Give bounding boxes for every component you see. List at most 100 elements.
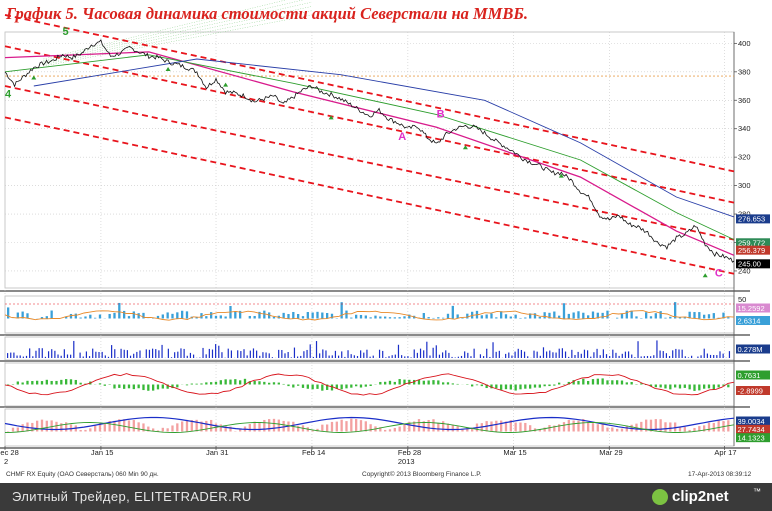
- volume-bar: [22, 356, 24, 358]
- footer-bar: Элитный Трейдер, ELITETRADER.RU clip2net…: [0, 483, 772, 511]
- volume-bar: [189, 352, 192, 358]
- volume-bar: [123, 349, 125, 358]
- oscillator-bar: [727, 317, 730, 319]
- histogram-bar: [606, 380, 609, 385]
- subpanel-value-label-bg: [736, 303, 770, 313]
- volume-bar: [284, 353, 286, 358]
- oscillator-bar: [674, 302, 677, 319]
- volume-bar: [423, 350, 425, 358]
- histogram-bar: [553, 384, 556, 386]
- histogram-bar: [630, 381, 633, 385]
- y-tick-label: 300: [738, 181, 751, 190]
- oscillator-bar: [606, 310, 609, 319]
- right-value-label-bg: [736, 238, 770, 248]
- oscillator-bar: [698, 312, 701, 319]
- oscillator-bar: [616, 317, 619, 319]
- trend-channel-line: [4, 116, 735, 275]
- oscillator-bar: [185, 311, 189, 319]
- volume-bar: [16, 355, 18, 358]
- volume-bar: [397, 344, 400, 358]
- histogram-bar: [693, 384, 696, 391]
- histogram-bar: [427, 380, 430, 385]
- dmi-fill-bar: [359, 420, 363, 432]
- dmi-fill-bar: [649, 419, 653, 432]
- volume-bar: [139, 350, 141, 358]
- volume-bar: [29, 348, 31, 358]
- dmi-fill-bar: [277, 419, 280, 432]
- oscillator-bar: [127, 316, 131, 319]
- dmi-fill-bar: [558, 424, 561, 432]
- oscillator-bar: [480, 315, 483, 319]
- volume-bar: [372, 355, 374, 358]
- dmi-fill-bar: [712, 422, 715, 432]
- volume-bar: [227, 348, 229, 358]
- volume-bar: [240, 351, 242, 358]
- volume-bar: [303, 351, 305, 358]
- histogram-bar: [432, 380, 435, 385]
- volume-bar: [306, 349, 308, 358]
- dmi-fill-bar: [340, 419, 343, 432]
- histogram-bar: [190, 383, 193, 385]
- volume-bar: [262, 352, 264, 358]
- histogram-bar: [69, 379, 73, 385]
- volume-bar: [716, 355, 718, 358]
- volume-bar: [47, 351, 50, 358]
- wave-label: C: [715, 268, 723, 280]
- volume-bar: [265, 352, 267, 358]
- y-tick-label: 380: [738, 67, 751, 76]
- histogram-bar: [156, 384, 160, 390]
- oscillator-bar: [461, 317, 464, 319]
- dmi-fill-bar: [562, 422, 566, 432]
- oscillator-bar: [500, 311, 503, 319]
- histogram-bar: [132, 384, 135, 390]
- subpanel-value-label-bg: [736, 433, 770, 443]
- volume-bar: [684, 356, 686, 358]
- volume-bar: [344, 356, 346, 358]
- volume-bar: [205, 354, 207, 358]
- chart-title: График 5. Часовая динамика стоимости акц…: [6, 4, 528, 23]
- footer-logo[interactable]: clip2net ™: [650, 487, 768, 507]
- oscillator-bar: [297, 314, 300, 319]
- volume-bar: [457, 356, 459, 358]
- y-tick-label: 320: [738, 153, 751, 162]
- histogram-bar: [369, 384, 372, 386]
- histogram-bar: [200, 383, 203, 385]
- histogram-bar: [229, 379, 232, 385]
- volume-bar: [256, 350, 258, 358]
- volume-bar: [290, 357, 292, 358]
- volume-bar: [665, 353, 668, 358]
- histogram-bar: [36, 380, 39, 385]
- volume-bar: [571, 349, 573, 358]
- volume-bar: [378, 349, 381, 358]
- right-value-label: 245.00: [738, 260, 761, 269]
- volume-bar: [505, 353, 507, 358]
- triangle-marker: [165, 66, 171, 71]
- dmi-fill-bar: [224, 426, 227, 432]
- volume-bar: [552, 352, 554, 358]
- volume-bar: [148, 349, 151, 358]
- oscillator-bar: [108, 313, 111, 319]
- subpanel-value-label-bg: [736, 344, 770, 354]
- histogram-bar: [533, 384, 537, 388]
- volume-bar: [230, 350, 233, 358]
- dmi-fill-bar: [553, 425, 556, 432]
- volume-bar: [637, 341, 639, 358]
- right-value-label: 276.653: [738, 215, 765, 224]
- subpanel-value-label: 14.1323: [738, 433, 765, 442]
- histogram-bar: [398, 379, 401, 385]
- oscillator-bar: [287, 314, 290, 319]
- dmi-fill-bar: [16, 427, 19, 432]
- dmi-fill-bar: [311, 430, 314, 432]
- oscillator-bar: [359, 314, 363, 319]
- volume-bar: [555, 352, 557, 358]
- subpanel-value-label-bg: [736, 416, 770, 426]
- oscillator-bar: [74, 313, 77, 319]
- histogram-bar: [7, 383, 10, 385]
- dmi-fill-bar: [616, 428, 619, 432]
- volume-bar: [448, 352, 450, 358]
- chart-background: [0, 0, 772, 483]
- dmi-fill-bar: [413, 421, 416, 432]
- oscillator-bar: [446, 313, 450, 319]
- histogram-bar: [127, 384, 131, 389]
- oscillator-bar: [292, 311, 295, 319]
